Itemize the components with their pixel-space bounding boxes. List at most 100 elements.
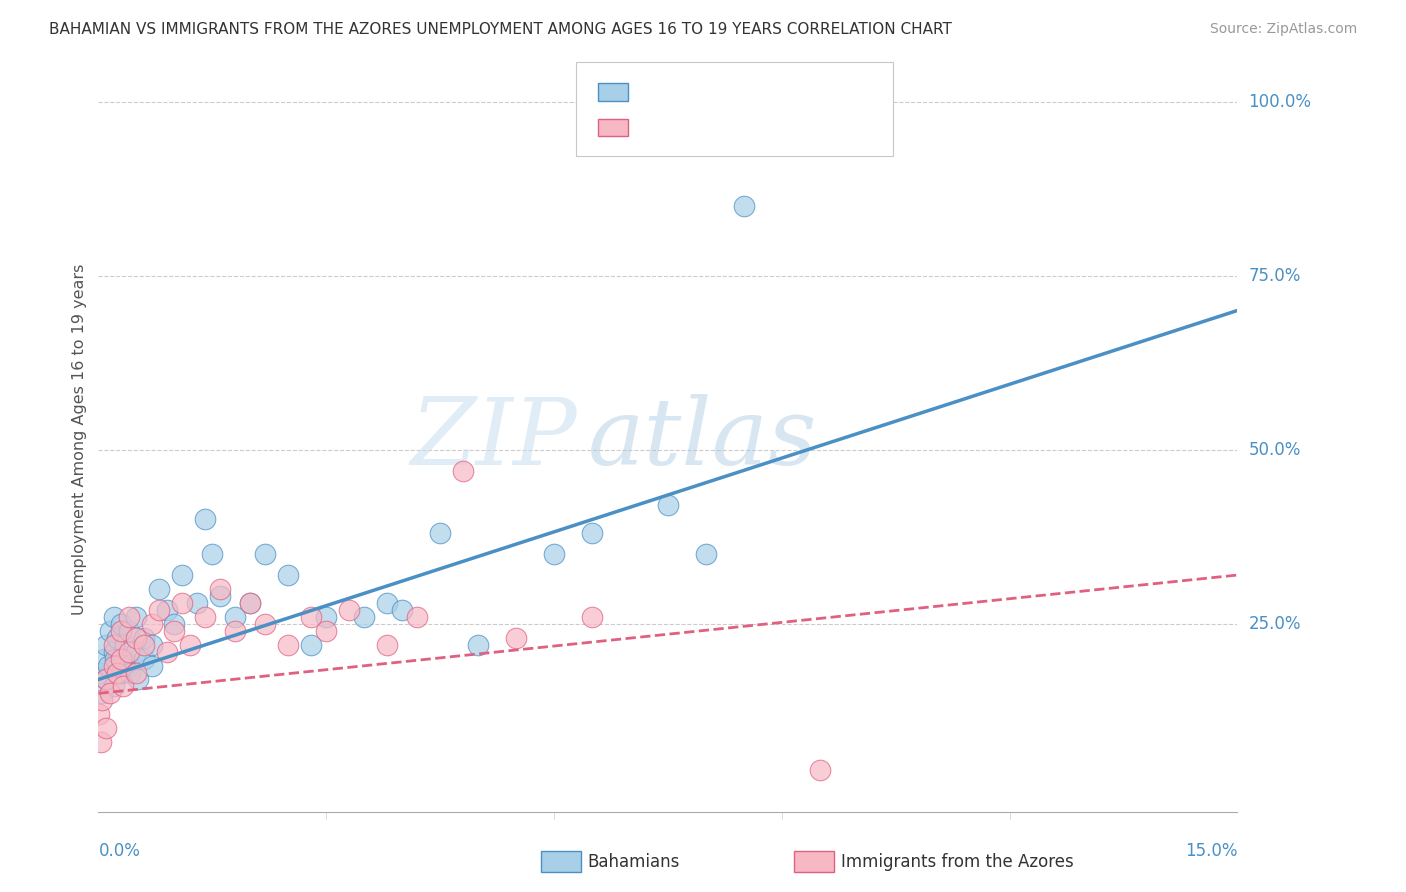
Point — [581, 609, 603, 624]
Point — [110, 624, 132, 638]
Point — [107, 631, 129, 645]
Point — [98, 686, 121, 700]
Point — [110, 651, 132, 665]
Text: 100.0%: 100.0% — [1249, 93, 1312, 111]
Point — [125, 631, 148, 645]
Point — [194, 609, 217, 624]
Point — [141, 616, 163, 631]
Point — [94, 638, 117, 652]
Point — [94, 673, 117, 687]
Point — [337, 603, 360, 617]
Point — [148, 603, 170, 617]
Point — [375, 638, 398, 652]
Point — [110, 616, 132, 631]
Point — [224, 609, 246, 624]
Point — [111, 680, 134, 694]
Text: 50.0%: 50.0% — [1249, 441, 1301, 458]
Point — [93, 651, 115, 665]
Point — [141, 658, 163, 673]
Point — [543, 547, 565, 561]
Point — [170, 596, 193, 610]
Point — [114, 638, 136, 652]
Point — [110, 665, 132, 680]
Point — [163, 624, 186, 638]
Point — [107, 665, 129, 680]
Point — [125, 645, 148, 659]
Text: 75.0%: 75.0% — [1249, 267, 1301, 285]
Point — [451, 464, 474, 478]
Text: N =: N = — [721, 83, 769, 101]
Point — [163, 616, 186, 631]
Point — [104, 651, 127, 665]
Point — [170, 568, 193, 582]
Text: atlas: atlas — [588, 394, 818, 484]
Point — [141, 638, 163, 652]
Point — [132, 631, 155, 645]
Text: 50: 50 — [776, 83, 799, 101]
Point — [208, 582, 231, 596]
Point — [118, 609, 141, 624]
Point — [733, 199, 755, 213]
Text: 0.207: 0.207 — [668, 119, 720, 136]
Point — [277, 568, 299, 582]
Point — [94, 721, 117, 735]
Point — [98, 624, 121, 638]
Point — [91, 686, 114, 700]
Point — [254, 616, 277, 631]
Point — [90, 735, 112, 749]
Point — [91, 693, 114, 707]
Point — [299, 638, 322, 652]
Point — [808, 763, 831, 777]
Point — [156, 603, 179, 617]
Point — [118, 658, 141, 673]
Point — [239, 596, 262, 610]
Point — [239, 596, 262, 610]
Point — [156, 645, 179, 659]
Point — [254, 547, 277, 561]
Point — [148, 582, 170, 596]
Text: BAHAMIAN VS IMMIGRANTS FROM THE AZORES UNEMPLOYMENT AMONG AGES 16 TO 19 YEARS CO: BAHAMIAN VS IMMIGRANTS FROM THE AZORES U… — [49, 22, 952, 37]
Text: 15.0%: 15.0% — [1185, 842, 1237, 860]
Point — [89, 707, 111, 722]
Point — [132, 638, 155, 652]
Point — [353, 609, 375, 624]
Point — [375, 596, 398, 610]
Text: 0.554: 0.554 — [668, 83, 720, 101]
Point — [103, 609, 125, 624]
Text: Immigrants from the Azores: Immigrants from the Azores — [841, 853, 1074, 871]
Point — [118, 645, 141, 659]
Point — [391, 603, 413, 617]
Point — [179, 638, 201, 652]
Text: 0.0%: 0.0% — [98, 842, 141, 860]
Y-axis label: Unemployment Among Ages 16 to 19 years: Unemployment Among Ages 16 to 19 years — [72, 264, 87, 615]
Point — [127, 673, 149, 687]
Point — [505, 631, 527, 645]
Point — [315, 609, 337, 624]
Point — [103, 658, 125, 673]
Text: 25.0%: 25.0% — [1249, 615, 1301, 632]
Point — [103, 638, 125, 652]
Point — [132, 651, 155, 665]
Point — [201, 547, 224, 561]
Point — [657, 499, 679, 513]
Point — [194, 512, 217, 526]
Text: ZIP: ZIP — [411, 394, 576, 484]
Point — [695, 547, 717, 561]
Point — [186, 596, 208, 610]
Point — [315, 624, 337, 638]
Point — [581, 526, 603, 541]
Point — [406, 609, 429, 624]
Point — [224, 624, 246, 638]
Text: Source: ZipAtlas.com: Source: ZipAtlas.com — [1209, 22, 1357, 37]
Text: R =: R = — [637, 83, 673, 101]
Point — [96, 658, 118, 673]
Point — [467, 638, 489, 652]
Point — [208, 589, 231, 603]
Point — [103, 680, 125, 694]
Text: R =: R = — [637, 119, 673, 136]
Text: Bahamians: Bahamians — [588, 853, 681, 871]
Point — [125, 609, 148, 624]
Point — [429, 526, 451, 541]
Text: 38: 38 — [776, 119, 799, 136]
Point — [89, 665, 111, 680]
